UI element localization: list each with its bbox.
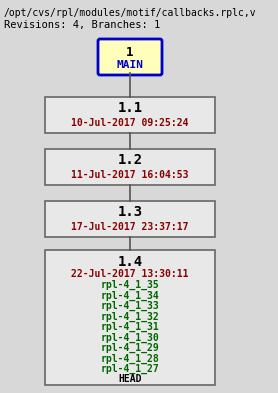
Text: rpl-4_1_35: rpl-4_1_35	[101, 280, 159, 290]
Text: 17-Jul-2017 23:37:17: 17-Jul-2017 23:37:17	[71, 222, 189, 232]
Text: MAIN: MAIN	[116, 60, 143, 70]
Text: rpl-4_1_28: rpl-4_1_28	[101, 353, 159, 364]
Text: rpl-4_1_29: rpl-4_1_29	[101, 343, 159, 353]
Text: 1: 1	[126, 46, 134, 59]
Text: rpl-4_1_30: rpl-4_1_30	[101, 332, 159, 343]
FancyBboxPatch shape	[45, 97, 215, 133]
FancyBboxPatch shape	[98, 39, 162, 75]
Text: 10-Jul-2017 09:25:24: 10-Jul-2017 09:25:24	[71, 118, 189, 128]
Text: rpl-4_1_34: rpl-4_1_34	[101, 290, 159, 301]
Text: rpl-4_1_33: rpl-4_1_33	[101, 301, 159, 311]
FancyBboxPatch shape	[45, 149, 215, 185]
FancyBboxPatch shape	[45, 201, 215, 237]
Text: Revisions: 4, Branches: 1: Revisions: 4, Branches: 1	[4, 20, 160, 30]
Text: /opt/cvs/rpl/modules/motif/callbacks.rplc,v: /opt/cvs/rpl/modules/motif/callbacks.rpl…	[4, 8, 257, 18]
Text: rpl-4_1_31: rpl-4_1_31	[101, 322, 159, 332]
Text: 22-Jul-2017 13:30:11: 22-Jul-2017 13:30:11	[71, 269, 189, 279]
Text: 1.1: 1.1	[117, 101, 143, 115]
Text: rpl-4_1_32: rpl-4_1_32	[101, 311, 159, 321]
Text: 11-Jul-2017 16:04:53: 11-Jul-2017 16:04:53	[71, 170, 189, 180]
Text: 1.2: 1.2	[117, 153, 143, 167]
Text: HEAD: HEAD	[118, 375, 142, 384]
Text: 1.4: 1.4	[117, 255, 143, 269]
Text: rpl-4_1_27: rpl-4_1_27	[101, 364, 159, 374]
FancyBboxPatch shape	[45, 250, 215, 385]
Text: 1.3: 1.3	[117, 205, 143, 219]
